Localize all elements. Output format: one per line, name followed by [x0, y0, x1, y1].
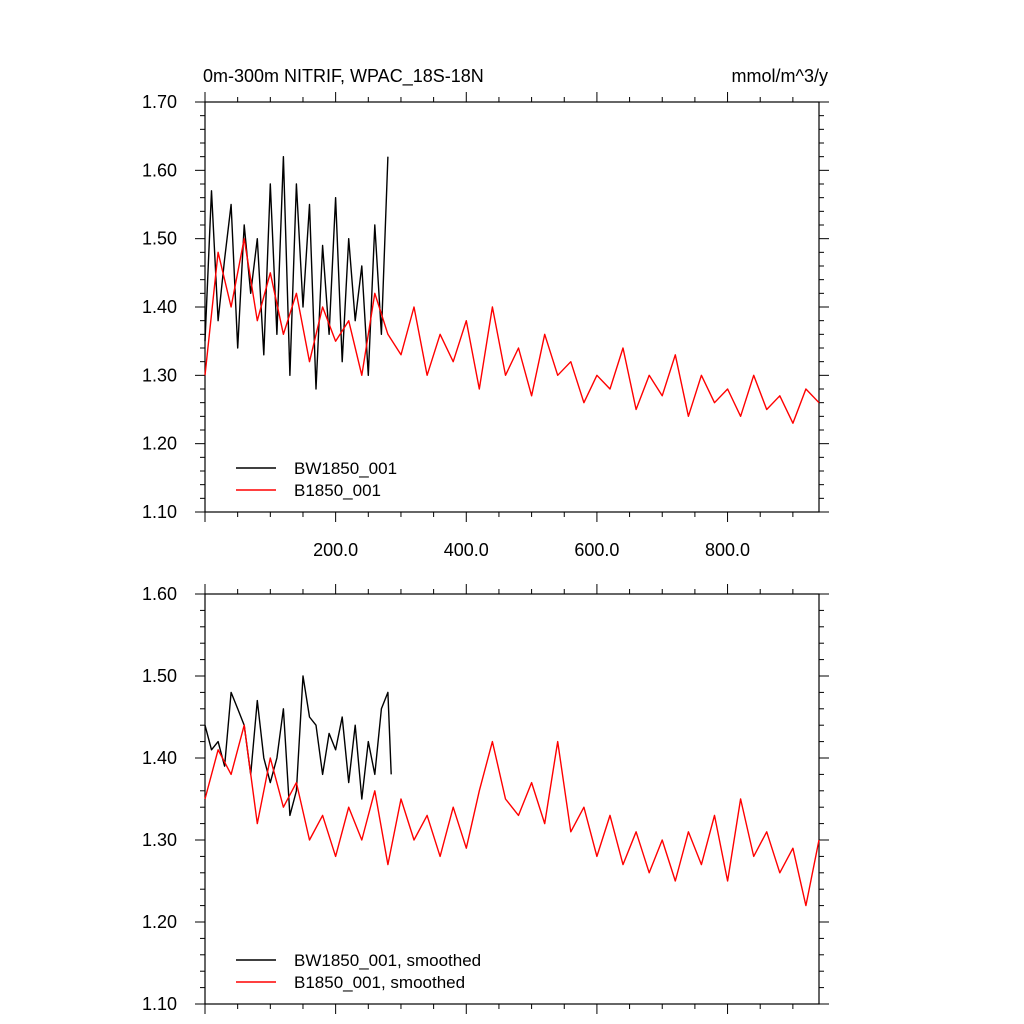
y-tick-label: 1.10	[142, 994, 177, 1014]
y-tick-label: 1.10	[142, 502, 177, 522]
legend-label: BW1850_001, smoothed	[294, 951, 481, 970]
y-tick-label: 1.50	[142, 666, 177, 686]
plot-frame	[204, 101, 820, 513]
y-tick-label: 1.60	[142, 160, 177, 180]
y-tick-label: 1.60	[142, 584, 177, 604]
units-label: mmol/m^3/y	[731, 66, 828, 86]
legend-label: B1850_001	[294, 481, 381, 500]
x-tick-label: 200.0	[313, 540, 358, 560]
bottom-panel: 1.10 1.20 1.30 1.40 1.50 1.60 BW1850_001, smoo…	[142, 584, 829, 1014]
series-line-bw1850-001	[204, 155, 389, 390]
legend-label: BW1850_001	[294, 459, 397, 478]
y-tick-label: 1.20	[142, 912, 177, 932]
legend-label: B1850_001, smoothed	[294, 973, 465, 992]
series-line-bw1850-001-smoothed	[204, 675, 392, 817]
series-line-b1850-001-smoothed	[204, 724, 820, 907]
series-line-b1850-001	[204, 237, 820, 424]
y-tick-label: 1.40	[142, 748, 177, 768]
y-tick-label: 1.40	[142, 297, 177, 317]
x-tick-label: 400.0	[444, 540, 489, 560]
chart-title: 0m-300m NITRIF, WPAC_18S-18N	[203, 66, 484, 86]
x-tick-label: 800.0	[705, 540, 750, 560]
x-tick-label: 600.0	[574, 540, 619, 560]
y-tick-label: 1.20	[142, 434, 177, 454]
y-tick-label: 1.30	[142, 830, 177, 850]
y-tick-label: 1.70	[142, 92, 177, 112]
plot-frame	[204, 593, 820, 1005]
y-tick-label: 1.30	[142, 365, 177, 385]
y-tick-label: 1.50	[142, 229, 177, 249]
top-panel: 1.10 1.20 1.30 1.40 1.50 1.60 1.70 200.0 400.0 60…	[142, 92, 829, 560]
